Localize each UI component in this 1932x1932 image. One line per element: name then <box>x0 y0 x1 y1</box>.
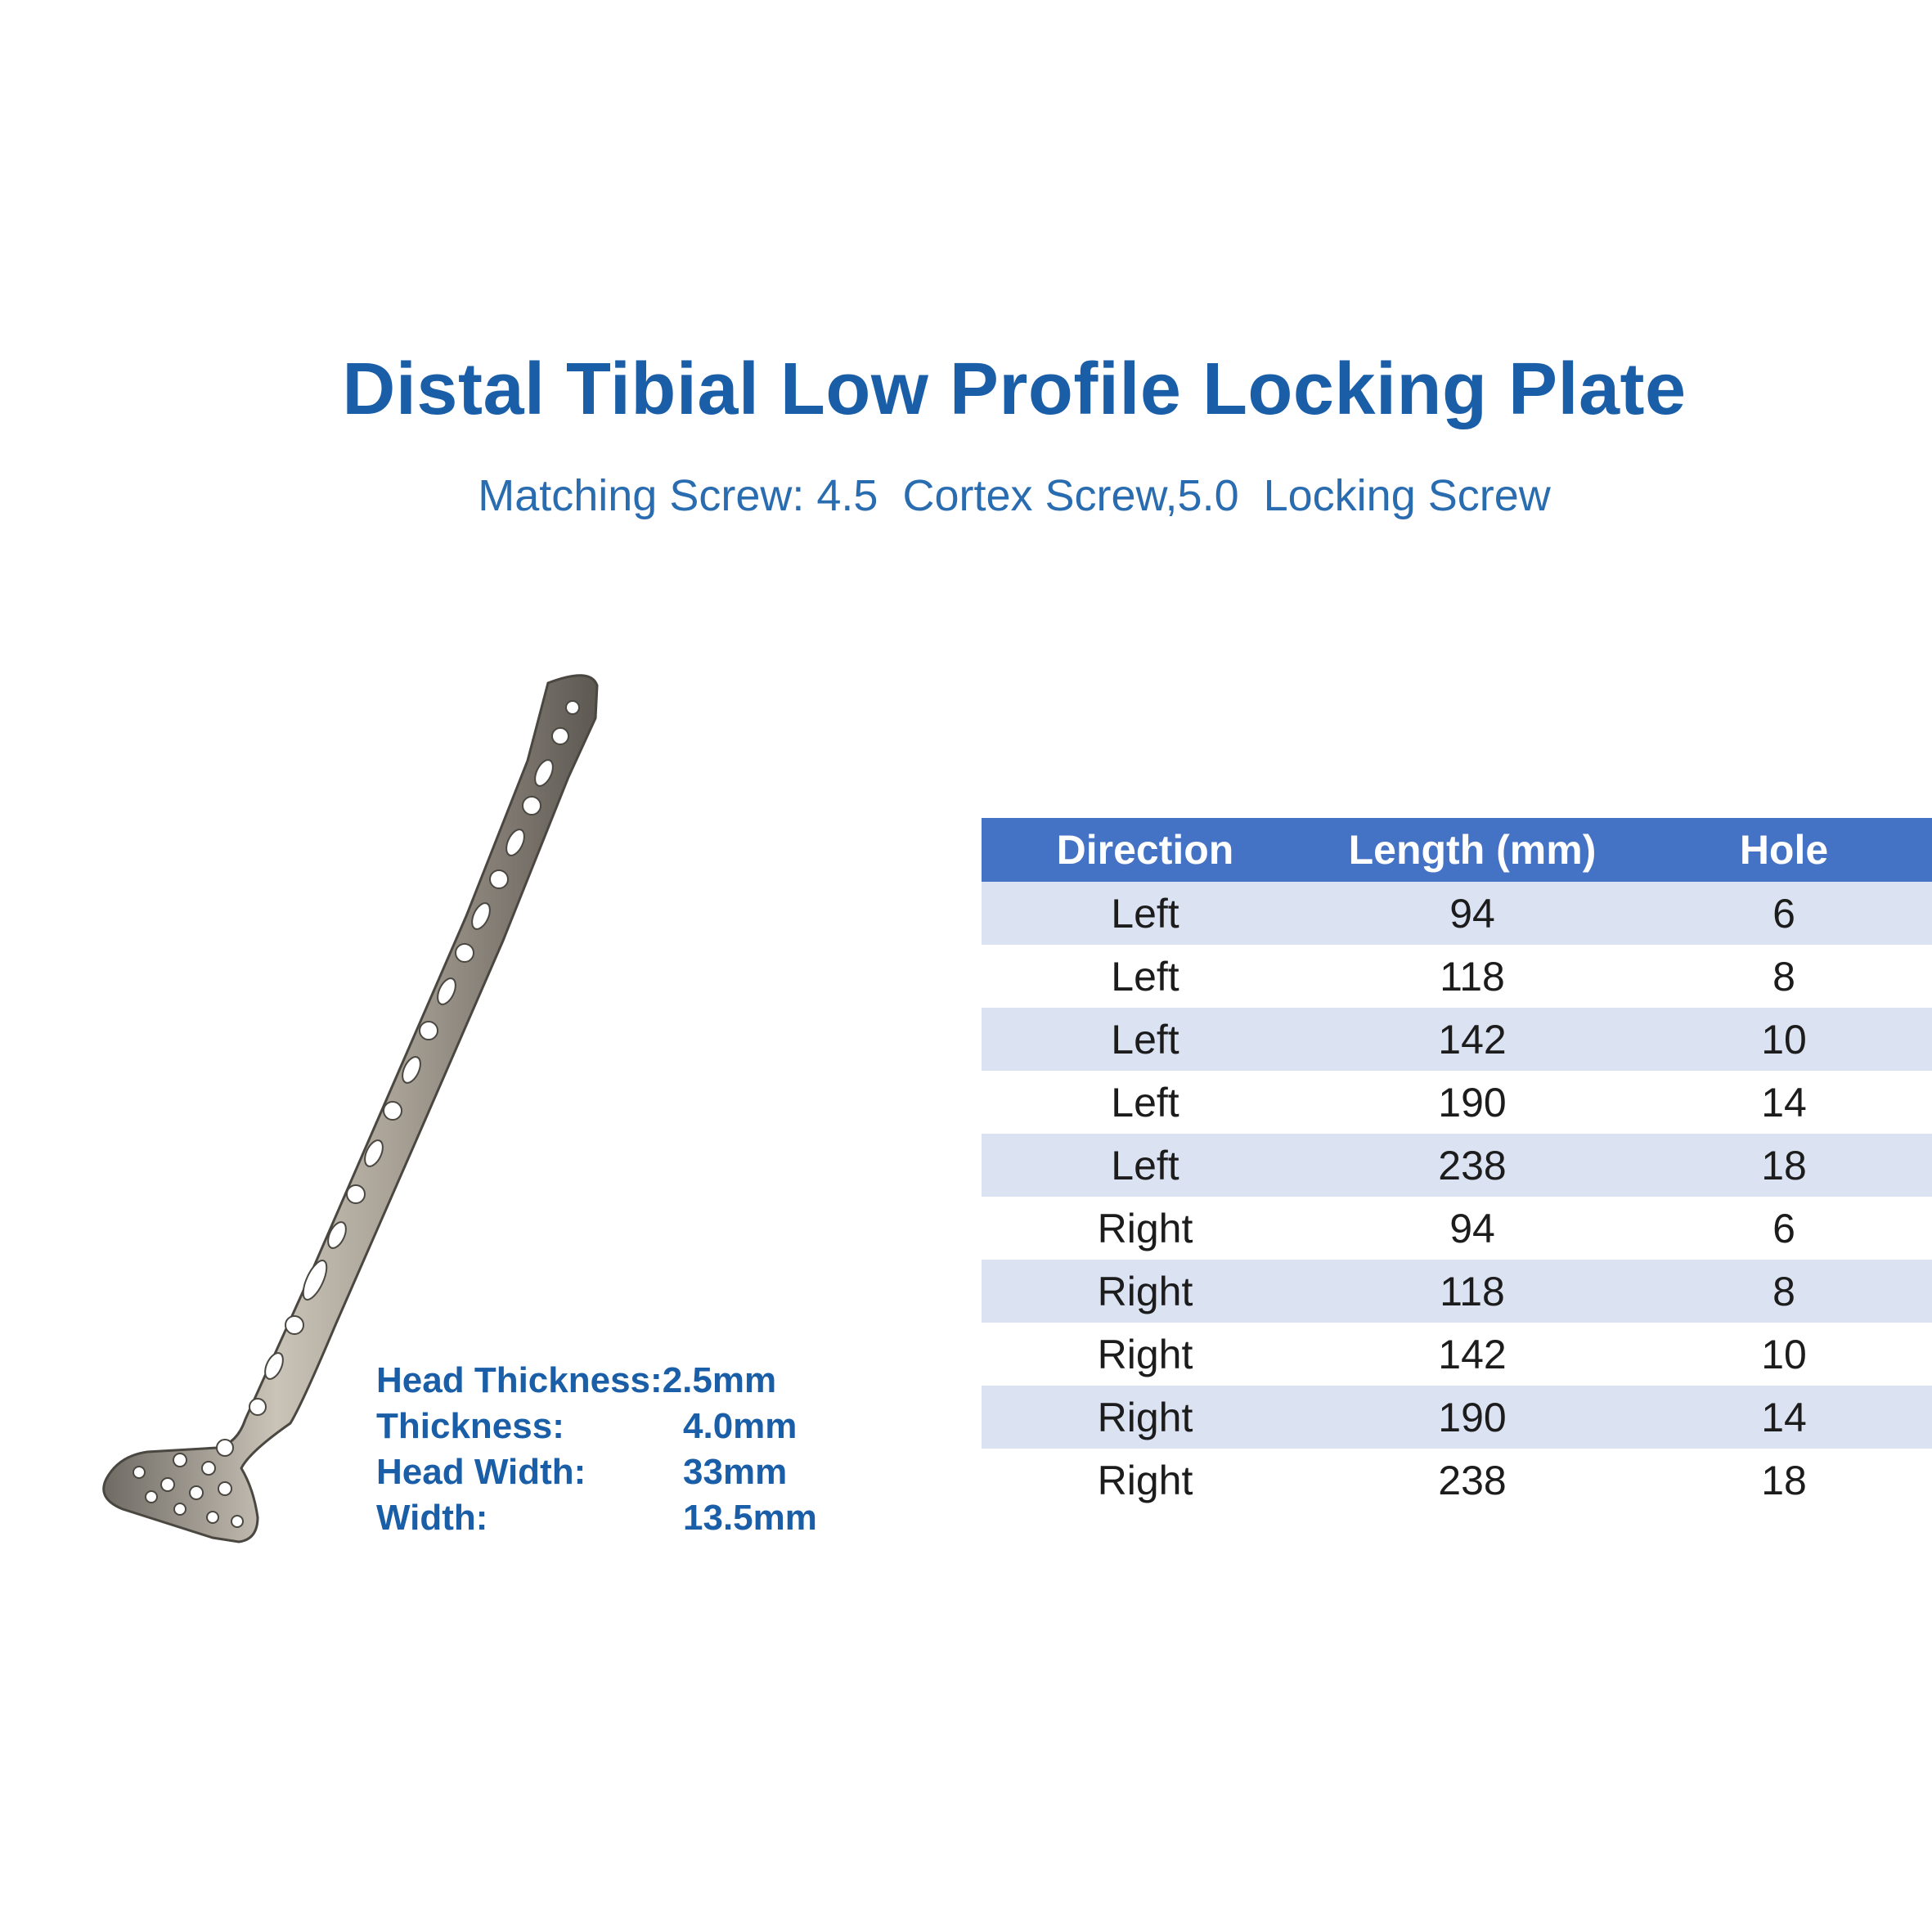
cell-direction: Left <box>982 945 1309 1008</box>
table-header-row: Direction Length (mm) Hole <box>982 818 1932 882</box>
cell-hole: 6 <box>1636 1197 1932 1260</box>
table-row: Right 190 14 <box>982 1386 1932 1449</box>
table-row: Left 94 6 <box>982 882 1932 945</box>
cell-hole: 14 <box>1636 1071 1932 1134</box>
table-row: Left 118 8 <box>982 945 1932 1008</box>
spec-value: 2.5mm <box>662 1360 777 1400</box>
cell-direction: Right <box>982 1260 1309 1323</box>
locking-plate-image <box>102 674 599 1543</box>
plate-specifications: Head Thickness:2.5mm Thickness: 4.0mm He… <box>376 1358 817 1541</box>
cell-length: 238 <box>1309 1134 1636 1197</box>
cell-length: 118 <box>1309 945 1636 1008</box>
table-row: Left 142 10 <box>982 1008 1932 1071</box>
cell-hole: 10 <box>1636 1323 1932 1386</box>
cell-hole: 6 <box>1636 882 1932 945</box>
cell-hole: 8 <box>1636 1260 1932 1323</box>
cell-direction: Right <box>982 1449 1309 1512</box>
cell-direction: Right <box>982 1197 1309 1260</box>
header-length: Length (mm) <box>1309 818 1636 882</box>
cell-length: 94 <box>1309 1197 1636 1260</box>
spec-label: Head Thickness: <box>376 1360 663 1400</box>
cell-direction: Left <box>982 882 1309 945</box>
cell-hole: 10 <box>1636 1008 1932 1071</box>
cell-length: 142 <box>1309 1323 1636 1386</box>
cell-direction: Right <box>982 1323 1309 1386</box>
cell-hole: 18 <box>1636 1449 1932 1512</box>
cell-hole: 18 <box>1636 1134 1932 1197</box>
spec-label: Width: <box>376 1498 488 1538</box>
cell-length: 118 <box>1309 1260 1636 1323</box>
table-row: Left 238 18 <box>982 1134 1932 1197</box>
table-row: Right 118 8 <box>982 1260 1932 1323</box>
spec-label: Thickness: <box>376 1406 564 1446</box>
header-hole: Hole <box>1636 818 1932 882</box>
table-row: Right 238 18 <box>982 1449 1932 1512</box>
page-title: Distal Tibial Low Profile Locking Plate <box>342 348 1687 430</box>
table-row: Left 190 14 <box>982 1071 1932 1134</box>
spec-label: Head Width: <box>376 1452 586 1492</box>
spec-row-width: Width: 13.5mm <box>376 1495 817 1541</box>
cell-direction: Left <box>982 1134 1309 1197</box>
cell-hole: 14 <box>1636 1386 1932 1449</box>
spec-row-thickness: Thickness: 4.0mm <box>376 1404 797 1449</box>
size-table: Direction Length (mm) Hole Left 94 6 Left 11… <box>982 818 1932 1512</box>
spec-value: 13.5mm <box>683 1498 817 1538</box>
table-row: Right 94 6 <box>982 1197 1932 1260</box>
table-row: Right 142 10 <box>982 1323 1932 1386</box>
spec-row-head-thickness: Head Thickness:2.5mm <box>376 1358 776 1404</box>
cell-length: 190 <box>1309 1386 1636 1449</box>
spec-value: 33mm <box>683 1452 788 1492</box>
cell-length: 94 <box>1309 882 1636 945</box>
cell-hole: 8 <box>1636 945 1932 1008</box>
header-direction: Direction <box>982 818 1309 882</box>
spec-row-head-width: Head Width: 33mm <box>376 1449 787 1495</box>
cell-direction: Left <box>982 1008 1309 1071</box>
cell-direction: Right <box>982 1386 1309 1449</box>
cell-length: 190 <box>1309 1071 1636 1134</box>
spec-value: 4.0mm <box>683 1406 798 1446</box>
cell-length: 238 <box>1309 1449 1636 1512</box>
cell-direction: Left <box>982 1071 1309 1134</box>
matching-screw-subtitle: Matching Screw: 4.5 Cortex Screw,5.0 Loc… <box>478 471 1551 520</box>
cell-length: 142 <box>1309 1008 1636 1071</box>
